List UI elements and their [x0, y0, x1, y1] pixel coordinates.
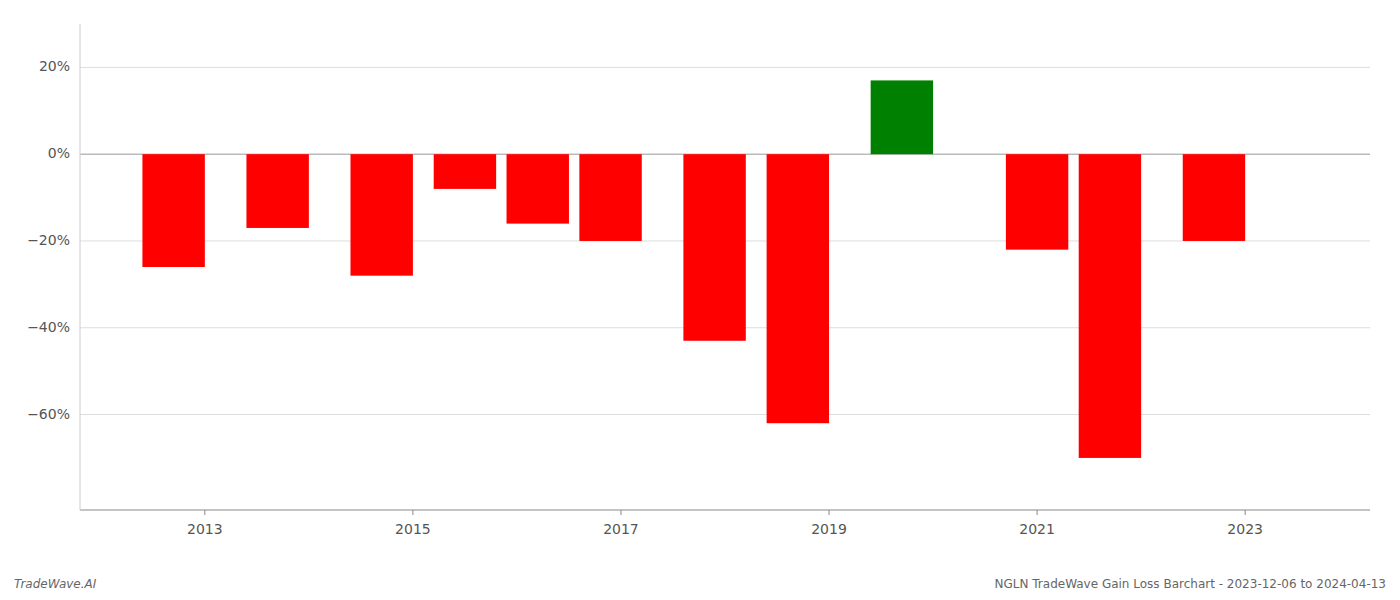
y-tick-label: 0% [48, 145, 70, 161]
x-tick [620, 510, 621, 515]
bar [507, 154, 569, 223]
x-tick-label: 2021 [1019, 521, 1055, 537]
footer: TradeWave.AI NGLN TradeWave Gain Loss Bar… [14, 577, 1386, 591]
x-tick-label: 2015 [395, 521, 431, 537]
y-tick-label: −40% [27, 319, 70, 335]
grid-line [80, 414, 1370, 415]
grid [80, 67, 1370, 414]
bar [871, 80, 933, 154]
bar [1183, 154, 1245, 241]
y-axis-line [80, 24, 81, 510]
x-tick-labels: 2013 2015 2017 2019 2021 2023 [187, 521, 1263, 537]
axes [80, 24, 1370, 515]
bar [579, 154, 641, 241]
bar [1079, 154, 1141, 458]
x-tick [412, 510, 413, 515]
y-tick-labels: 20% 0% −20% −40% −60% [27, 58, 70, 421]
bar [350, 154, 412, 276]
x-tick-label: 2017 [603, 521, 639, 537]
x-tick [1037, 510, 1038, 515]
x-tick-label: 2019 [811, 521, 847, 537]
bar [767, 154, 829, 423]
x-tick-label: 2013 [187, 521, 223, 537]
footer-left: TradeWave.AI [14, 577, 97, 591]
y-tick-label: −60% [27, 406, 70, 422]
bar [246, 154, 308, 228]
bar [142, 154, 204, 267]
grid-line [80, 67, 1370, 68]
x-tick [829, 510, 830, 515]
y-tick-label: 20% [39, 58, 70, 74]
x-tick [204, 510, 205, 515]
x-axis-line [80, 510, 1370, 511]
bar [1006, 154, 1068, 249]
x-tick [1245, 510, 1246, 515]
bars [142, 80, 1245, 458]
y-tick-label: −20% [27, 232, 70, 248]
chart: 20% 0% −20% −40% −60% 2013 2015 2017 2019 2021 202… [0, 0, 1400, 600]
bar [434, 154, 496, 189]
footer-right: NGLN TradeWave Gain Loss Barchart - 2023… [995, 577, 1386, 591]
x-tick-label: 2023 [1227, 521, 1263, 537]
bar [683, 154, 745, 341]
